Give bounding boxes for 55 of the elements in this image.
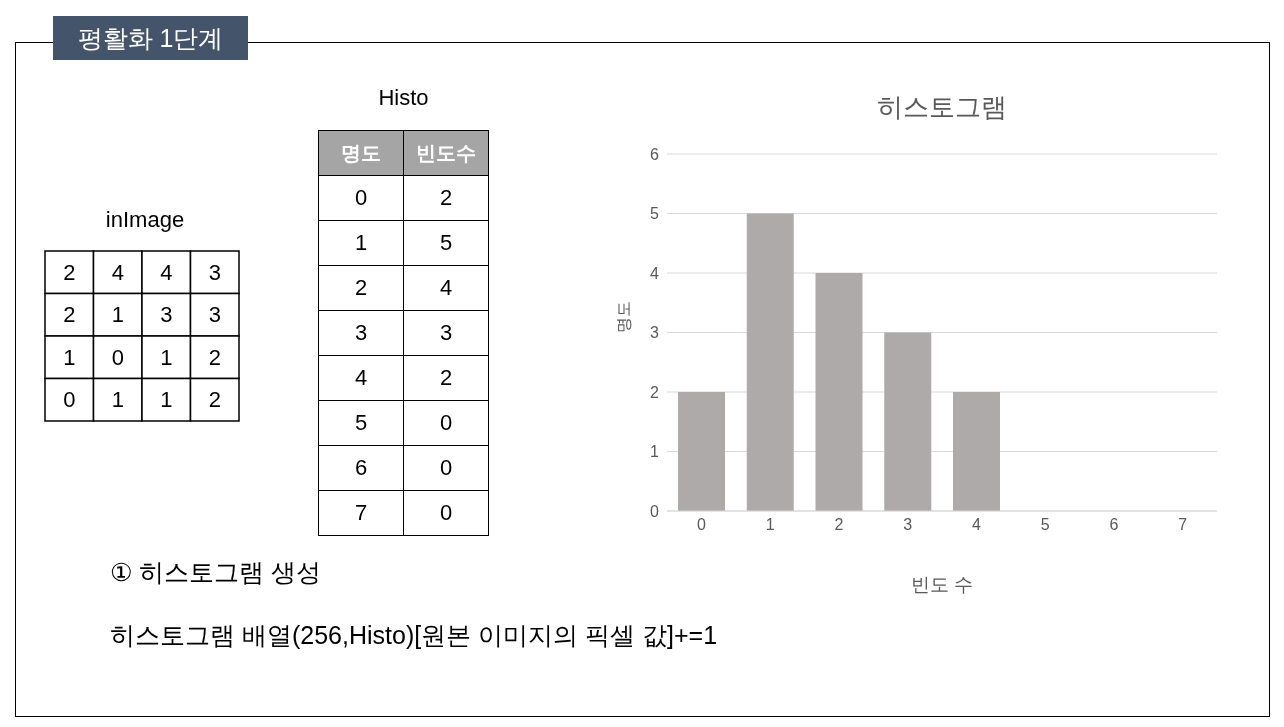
x-tick-label: 6 [1109,516,1119,534]
y-tick-label: 4 [650,264,660,282]
y-tick-label: 5 [650,205,660,223]
y-tick-label: 3 [650,324,660,342]
x-tick-label: 4 [971,516,981,534]
category-label: 3 [439,320,453,345]
category-label: 1 [354,230,368,255]
x-tick-label: 0 [696,516,706,534]
data-label: 1 [111,302,124,328]
data-label: 0 [111,344,124,370]
category-label: 2 [439,185,453,210]
x-tick-label: 1 [765,516,775,534]
x-tick-label: 7 [1178,516,1188,534]
category-label: 4 [439,275,453,300]
category-label: 0 [439,410,453,435]
data-label: 1 [160,344,173,370]
x-tick-label: 3 [903,516,913,534]
data-label: 2 [208,387,221,413]
data-label: 0 [63,387,76,413]
x-axis-title: 빈도 수 [910,574,974,595]
data-label: 2 [63,259,76,285]
chart-title: 히스토그램 [876,91,1008,124]
x-tick-label: 2 [834,516,844,534]
data-label: 3 [208,259,221,285]
y-axis-title: 명도 [614,300,632,333]
category-label: 2 [354,275,368,300]
category-label: 3 [354,320,368,345]
data-label: 4 [160,259,173,285]
text: 평활화 1단계 [53,16,248,60]
category-label: 0 [439,455,453,480]
text: 빈도수 [403,130,489,176]
chart-title: inImage [104,206,186,234]
text: ① 히스토그램 생성 [110,557,322,588]
category-label: 5 [439,230,453,255]
text: 명도 [318,130,404,176]
category-label: 2 [439,365,453,390]
data-label: 3 [208,302,221,328]
category-label: 4 [354,365,368,390]
data-label: 4 [111,259,124,285]
data-label: 1 [160,387,173,413]
category-label: 6 [354,455,368,480]
data-label: 2 [63,302,76,328]
data-label: 1 [63,344,76,370]
y-tick-label: 2 [650,383,660,401]
data-label: 1 [111,387,124,413]
x-tick-label: 5 [1040,516,1050,534]
data-label: 2 [208,344,221,370]
y-tick-label: 1 [650,443,660,461]
data-label: 3 [160,302,173,328]
y-tick-label: 6 [650,145,660,163]
y-tick-label: 0 [650,502,660,520]
category-label: 5 [354,410,368,435]
category-label: 0 [354,185,368,210]
text: 히스토그램 배열(256,Histo)[원본 이미지의 픽셀 값]+=1 [110,620,718,651]
text: Histo [377,84,430,112]
